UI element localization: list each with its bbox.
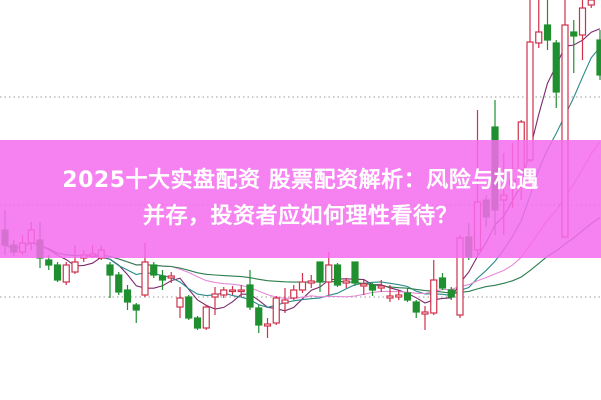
candle-bull: [228, 289, 237, 293]
candle-bull: [211, 293, 219, 298]
candle-bear: [447, 289, 455, 298]
candle-bull: [587, 0, 595, 6]
candle-bull: [360, 283, 368, 287]
candle-bull: [220, 289, 228, 296]
candle-bull: [272, 297, 280, 324]
candle-bear: [316, 261, 324, 283]
candle-bull: [307, 280, 315, 284]
candle-bull: [71, 261, 79, 273]
candle-bear: [333, 264, 342, 286]
candle-bear: [53, 264, 62, 281]
candle-bear: [412, 301, 420, 313]
candle-bull: [395, 294, 403, 298]
candle-bull: [167, 275, 175, 279]
candle-bull: [578, 7, 587, 36]
candle-bull: [421, 311, 429, 315]
candle-bear: [193, 317, 202, 329]
candle-bear: [351, 261, 359, 284]
candle-bear: [570, 31, 578, 37]
candle-bear: [403, 292, 412, 301]
candle-bear: [596, 39, 601, 76]
candle-bull: [377, 285, 385, 289]
title-line-2: 并存，投资者应如何理性看待？: [142, 204, 458, 229]
candle-bear: [368, 284, 377, 291]
candle-bear: [255, 307, 263, 326]
candle-bull: [342, 280, 350, 284]
candle-bear: [132, 304, 140, 311]
candle-bear: [158, 275, 167, 281]
candle-bear: [106, 264, 114, 276]
candle-bull: [298, 281, 307, 291]
candle-bear: [45, 259, 53, 266]
title-line-1: 2025十大实盘配资 股票配资解析：风险与机遇: [62, 168, 539, 193]
candle-bull: [535, 31, 543, 44]
candle-bull: [386, 295, 394, 299]
candle-bull: [202, 306, 210, 329]
candle-bear: [543, 24, 552, 41]
candle-bull: [263, 323, 272, 327]
candle-bull: [430, 279, 438, 314]
candle-bear: [150, 264, 158, 276]
candle-bear: [123, 289, 132, 303]
candle-bear: [185, 296, 193, 319]
candle-bull: [62, 264, 70, 283]
candle-bear: [438, 277, 447, 289]
candle-bull: [141, 261, 149, 296]
candle-bear: [552, 42, 560, 93]
candle-bull: [176, 297, 184, 308]
candle-bear: [115, 274, 123, 293]
candle-bull: [290, 289, 298, 299]
candle-bear: [246, 284, 254, 308]
candle-bull: [281, 299, 289, 304]
title-banner: 2025十大实盘配资 股票配资解析：风险与机遇 并存，投资者应如何理性看待？: [0, 140, 601, 258]
candle-bull: [237, 289, 245, 293]
candle-bull: [325, 264, 333, 283]
